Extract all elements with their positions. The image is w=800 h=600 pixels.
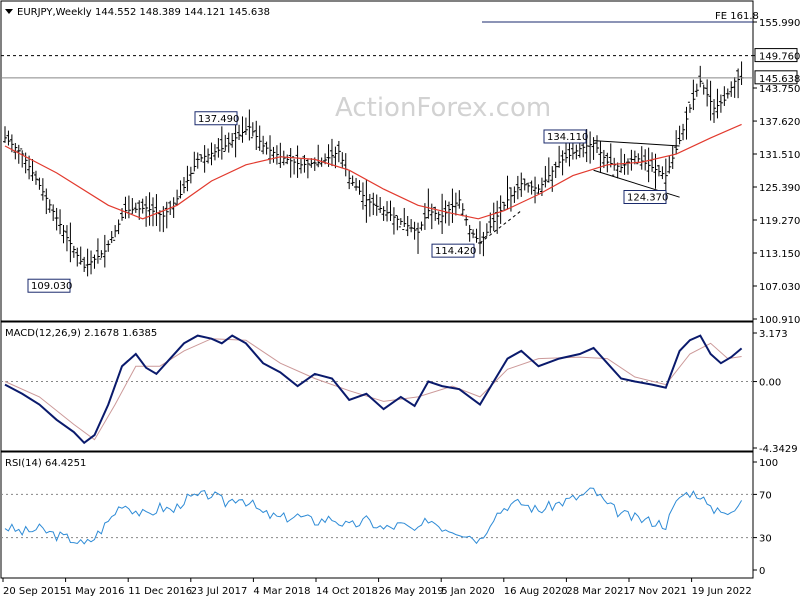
rsi-panel	[0, 451, 754, 579]
y-tick-label: 143.750	[759, 84, 800, 95]
x-tick-label: 1 May 2016	[66, 586, 125, 597]
fe-label: FE 161.8	[715, 11, 759, 22]
macd-line	[4, 334, 743, 445]
x-tick-label: 26 May 2019	[379, 586, 444, 597]
x-tick-label: 14 Oct 2018	[316, 586, 378, 597]
y-tick-label: 113.150	[759, 249, 800, 260]
x-tick-label: 28 Mar 2021	[566, 586, 629, 597]
annotation-box	[431, 243, 475, 258]
annotation-box	[543, 129, 587, 144]
macd-signal-line	[4, 338, 742, 441]
y-tick-label: 155.990	[759, 18, 800, 29]
annotation-label: 137.490	[198, 114, 239, 125]
annotation-label: 114.420	[435, 246, 476, 257]
price-label: 145.638	[759, 74, 800, 85]
annotation-box	[27, 278, 71, 293]
price-label-box	[754, 48, 798, 63]
x-tick-label: 7 Nov 2021	[629, 586, 687, 597]
x-tick-label: 19 Jun 2022	[692, 586, 752, 597]
price-label: 149.760	[759, 52, 800, 63]
macd-title: MACD(12,26,9) 2.1678 1.6385	[5, 328, 157, 339]
rsi-y-tick-label: 0	[759, 566, 765, 577]
rsi-y-tick-label: 70	[759, 490, 772, 501]
collapse-triangle-icon[interactable]	[5, 9, 13, 14]
price-label-box	[754, 70, 798, 85]
y-tick-label: 137.620	[759, 117, 800, 128]
ohlc-values: 144.552 148.389 144.121 145.638	[95, 7, 270, 18]
annotation-label: 124.370	[627, 193, 668, 204]
x-tick-label: 5 Jan 2020	[441, 586, 495, 597]
macd-y-tick-label: 3.173	[759, 329, 788, 340]
watermark: ActionForex.com	[335, 93, 551, 123]
x-tick-label: 20 Sep 2015	[3, 586, 66, 597]
annotation-box	[194, 111, 238, 126]
annotation-label: 109.030	[31, 281, 72, 292]
macd-y-tick-label: 0.00	[759, 378, 781, 389]
annotation-label: 134.110	[547, 132, 588, 143]
rsi-y-tick-label: 100	[759, 458, 778, 469]
rsi-y-tick-label: 30	[759, 534, 772, 545]
annotation-box	[623, 190, 667, 204]
price-title: EURJPY,Weekly	[17, 7, 92, 18]
trend-line	[593, 140, 680, 147]
trend-line	[479, 210, 522, 244]
y-tick-label: 100.910	[759, 315, 800, 326]
y-tick-label: 119.270	[759, 216, 800, 227]
x-tick-label: 4 Mar 2018	[253, 586, 310, 597]
rsi-title: RSI(14) 64.4251	[5, 458, 86, 469]
y-tick-label: 125.390	[759, 183, 800, 194]
price-panel	[0, 0, 754, 322]
macd-y-tick-label: -4.3429	[759, 444, 798, 455]
y-tick-label: 131.510	[759, 150, 800, 161]
x-tick-label: 23 Jul 2017	[191, 586, 248, 597]
y-tick-label: 107.030	[759, 282, 800, 293]
rsi-line	[4, 487, 743, 545]
x-tick-label: 11 Dec 2016	[128, 586, 192, 597]
moving-average-line	[4, 123, 742, 220]
x-tick-label: 16 Aug 2020	[504, 586, 568, 597]
macd-panel	[0, 321, 754, 452]
